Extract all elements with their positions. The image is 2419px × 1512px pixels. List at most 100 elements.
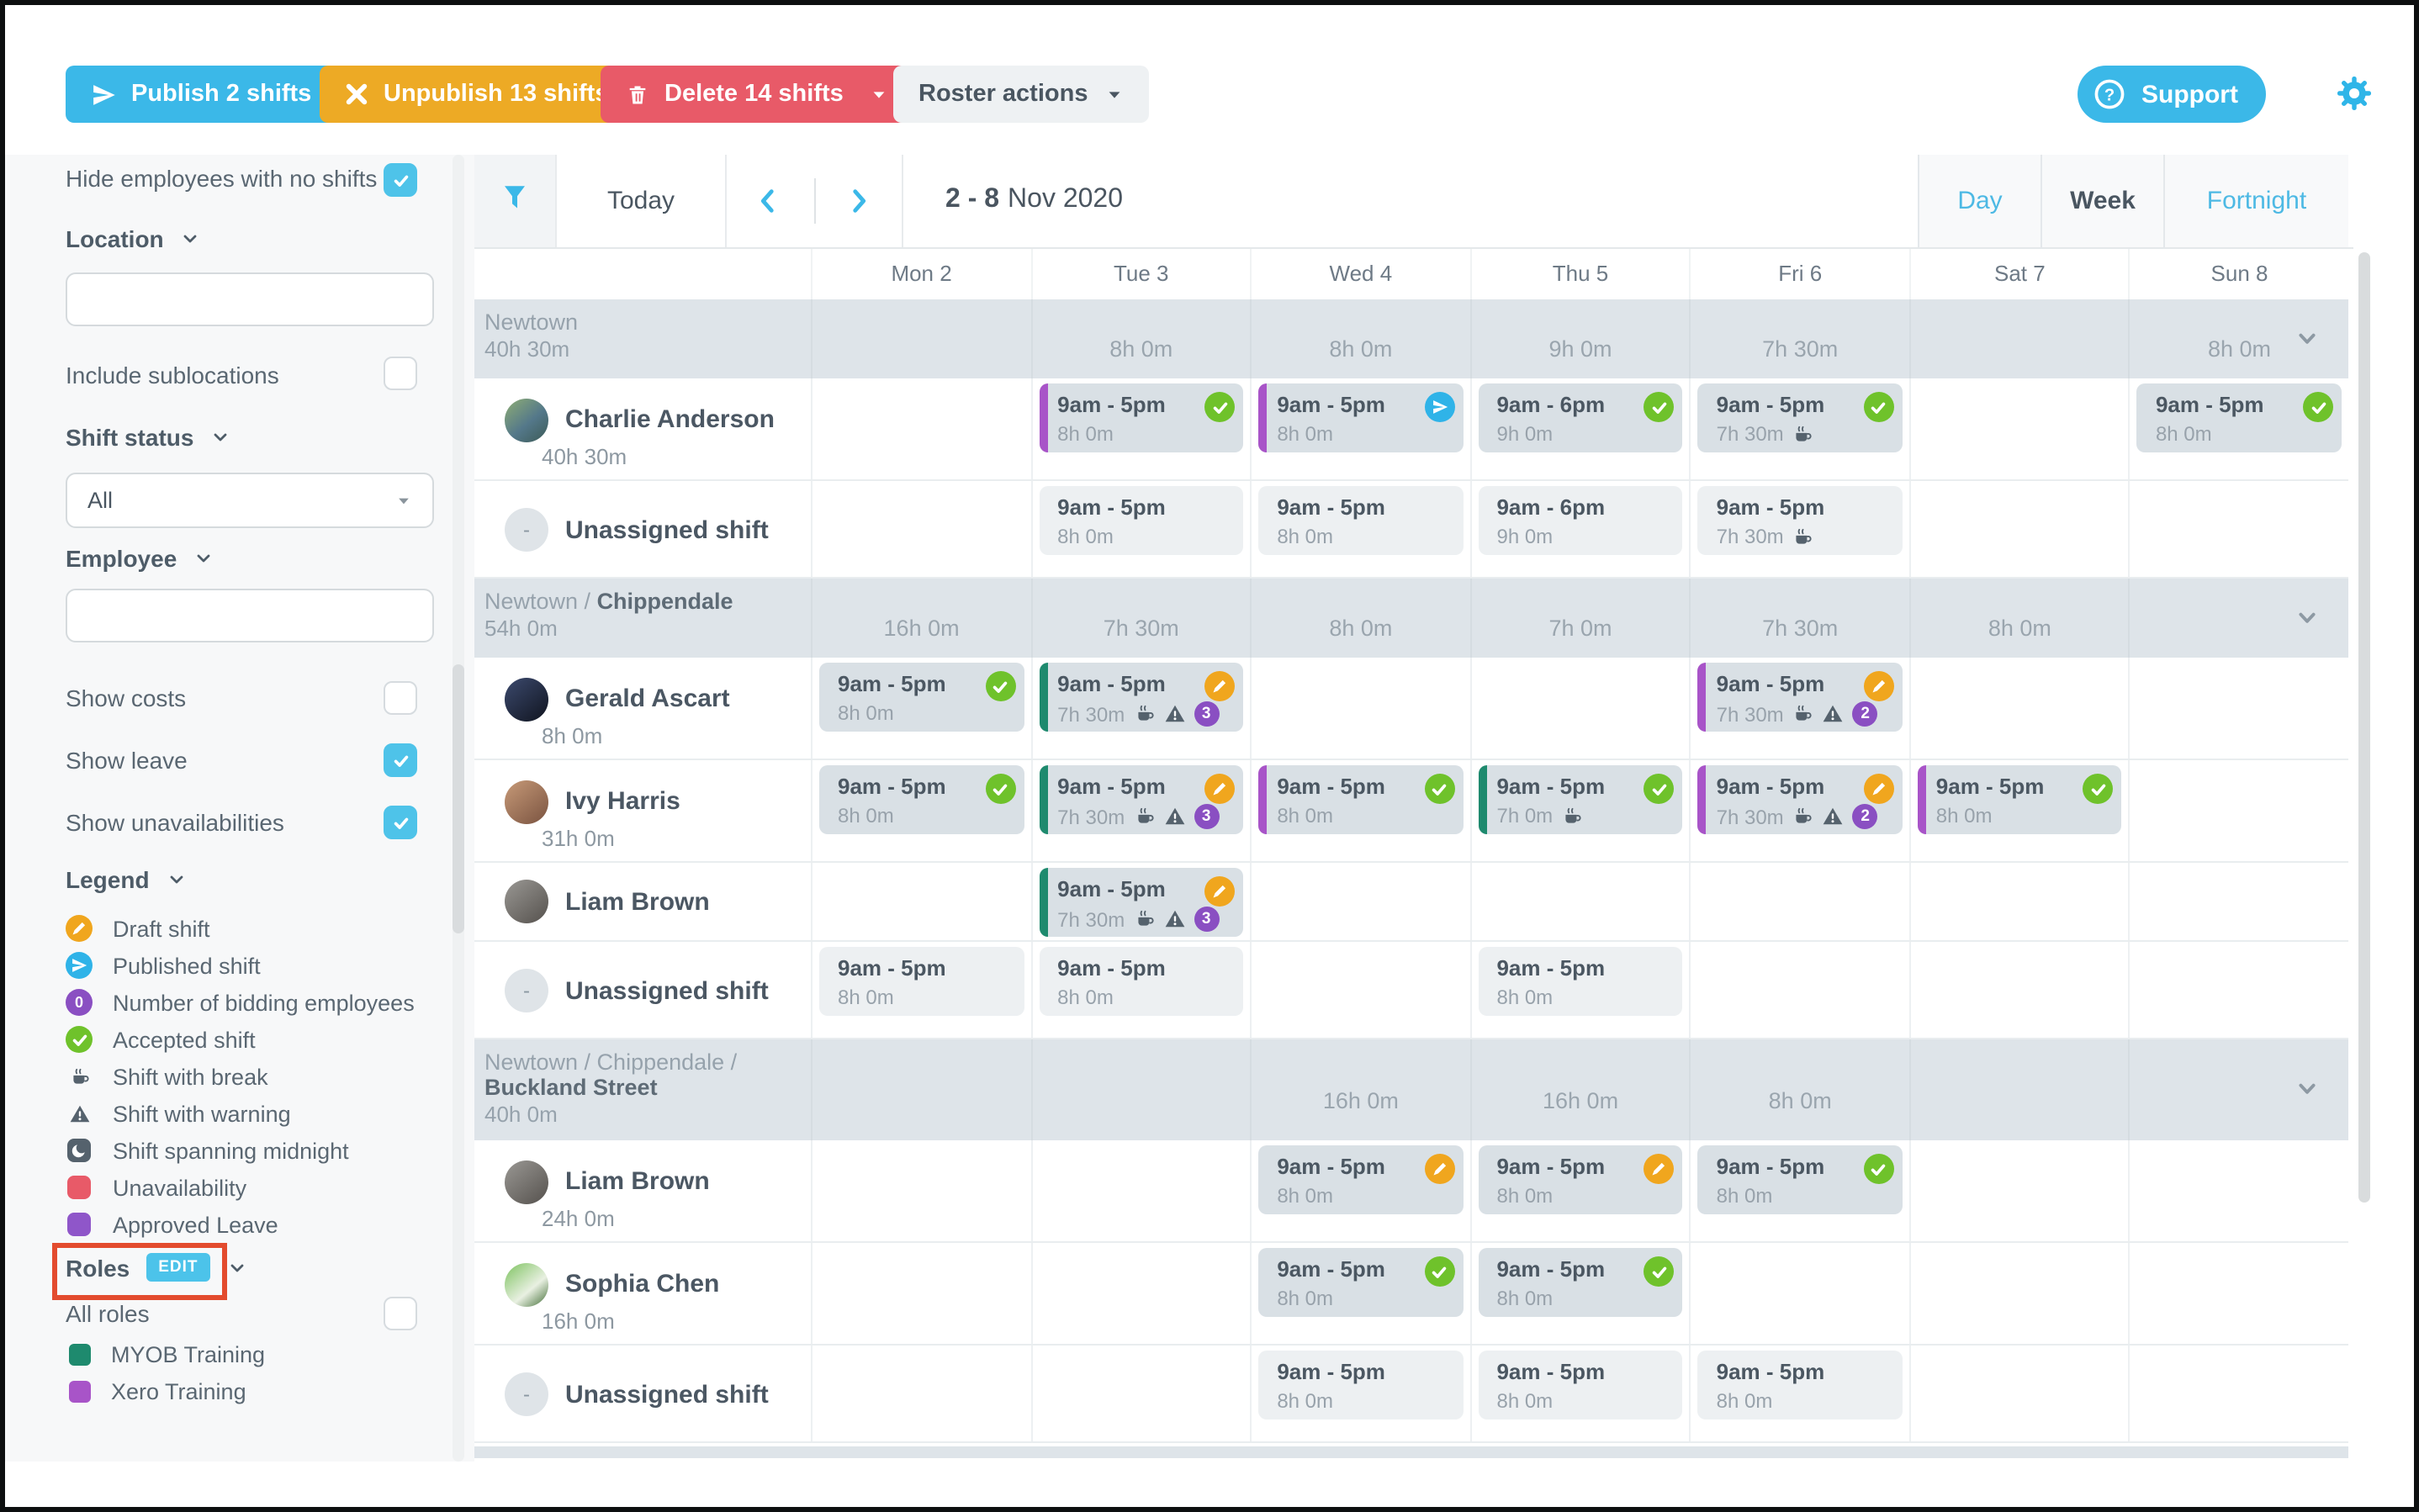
day-cell[interactable] [1908, 1345, 2129, 1441]
day-cell[interactable] [1469, 658, 1689, 759]
day-cell[interactable]: 9am - 5pm 8h 0m [1250, 1243, 1469, 1344]
shift-card[interactable]: 9am - 5pm 8h 0m [1478, 947, 1683, 1016]
roster-actions-button[interactable]: Roster actions [893, 66, 1149, 123]
day-cell[interactable]: 9am - 5pm 8h 0m [1469, 942, 1689, 1038]
chevron-left-icon[interactable] [754, 187, 782, 215]
day-cell[interactable]: 9am - 6pm 9h 0m [1469, 481, 1689, 577]
day-cell[interactable] [1250, 942, 1469, 1038]
day-cell[interactable] [2128, 942, 2348, 1038]
calendar-scrollbar-thumb[interactable] [2358, 252, 2370, 1203]
day-cell[interactable]: 9am - 5pm 8h 0m [1469, 1243, 1689, 1344]
day-cell[interactable]: 9am - 5pm 8h 0m [1250, 1345, 1469, 1441]
shift-card[interactable]: 9am - 5pm 8h 0m [1039, 486, 1244, 555]
shift-card[interactable]: 9am - 5pm 8h 0m [1258, 1351, 1464, 1419]
day-cell[interactable]: 9am - 5pm 8h 0m [811, 942, 1030, 1038]
day-cell[interactable]: 9am - 5pm 8h 0m [1250, 481, 1469, 577]
gear-icon[interactable] [2333, 72, 2375, 114]
tab-week-view[interactable]: Week [2041, 155, 2163, 247]
all-roles-checkbox[interactable] [384, 1297, 417, 1330]
employee-section-header[interactable]: Employee [66, 545, 214, 572]
day-cell[interactable] [811, 1140, 1030, 1241]
day-cell[interactable] [1908, 863, 2129, 940]
unpublish-shifts-button[interactable]: Unpublish 13 shifts [320, 66, 634, 123]
day-cell[interactable] [2128, 760, 2348, 861]
day-cell[interactable]: 9am - 5pm 8h 0m [2128, 378, 2348, 479]
shift-card[interactable]: 9am - 5pm 8h 0m [1258, 383, 1464, 452]
day-cell[interactable] [2128, 481, 2348, 577]
day-cell[interactable] [1908, 481, 2129, 577]
shift-card[interactable]: 9am - 5pm 7h 30m [1697, 486, 1903, 555]
shift-card[interactable]: 9am - 5pm 8h 0m [1258, 1145, 1464, 1214]
day-cell[interactable] [1030, 1243, 1250, 1344]
group-collapse-chevron-icon[interactable] [2296, 1078, 2321, 1103]
day-cell[interactable]: 9am - 5pm 8h 0m [811, 760, 1030, 861]
day-cell[interactable]: 9am - 5pm 7h 30m 2 [1689, 760, 1909, 861]
group-collapse-chevron-icon[interactable] [2296, 606, 2321, 632]
day-cell[interactable] [811, 1345, 1030, 1441]
support-button[interactable]: ? Support [2078, 66, 2265, 123]
day-cell[interactable] [1250, 658, 1469, 759]
day-cell[interactable] [2128, 863, 2348, 940]
day-cell[interactable]: 9am - 5pm 8h 0m [1030, 378, 1250, 479]
day-cell[interactable]: 9am - 5pm 8h 0m [1469, 1345, 1689, 1441]
shift-card[interactable]: 9am - 5pm 8h 0m [1478, 1351, 1683, 1419]
day-cell[interactable] [1250, 863, 1469, 940]
employee-input[interactable] [66, 589, 434, 642]
day-cell[interactable]: 9am - 5pm 8h 0m [1689, 1140, 1909, 1241]
day-cell[interactable]: 9am - 5pm 7h 30m 3 [1030, 658, 1250, 759]
shift-card[interactable]: 9am - 5pm 7h 30m 2 [1697, 765, 1903, 834]
day-cell[interactable]: 9am - 5pm 7h 30m 3 [1030, 863, 1250, 940]
shift-card[interactable]: 9am - 5pm 8h 0m [1258, 765, 1464, 834]
day-cell[interactable]: 9am - 5pm 7h 30m [1689, 378, 1909, 479]
day-cell[interactable]: 9am - 5pm 8h 0m [1030, 481, 1250, 577]
include-sublocations-checkbox[interactable] [384, 357, 417, 390]
location-section-header[interactable]: Location [66, 225, 201, 252]
shift-card[interactable]: 9am - 5pm 8h 0m [1478, 1145, 1683, 1214]
day-cell[interactable] [811, 863, 1030, 940]
day-cell[interactable]: 9am - 6pm 9h 0m [1469, 378, 1689, 479]
shift-card[interactable]: 9am - 5pm 8h 0m [819, 663, 1024, 732]
sidebar-scrollbar-thumb[interactable] [453, 664, 464, 933]
shift-card[interactable]: 9am - 5pm 7h 30m 3 [1039, 765, 1244, 834]
day-cell[interactable]: 9am - 5pm 8h 0m [1908, 760, 2129, 861]
shift-card[interactable]: 9am - 5pm 8h 0m [1258, 1248, 1464, 1317]
day-cell[interactable] [811, 378, 1030, 479]
shift-card[interactable]: 9am - 5pm 7h 30m 2 [1697, 663, 1903, 732]
shift-card[interactable]: 9am - 5pm 8h 0m [819, 947, 1024, 1016]
show-unavailabilities-checkbox[interactable] [384, 806, 417, 839]
sidebar-scrollbar[interactable] [453, 155, 464, 1462]
tab-fortnight-view[interactable]: Fortnight [2163, 155, 2348, 247]
day-cell[interactable] [2128, 658, 2348, 759]
roles-edit-button[interactable]: EDIT [146, 1253, 210, 1282]
day-cell[interactable] [811, 481, 1030, 577]
hide-employees-checkbox[interactable] [384, 163, 417, 197]
tab-day-view[interactable]: Day [1918, 155, 2041, 247]
show-leave-checkbox[interactable] [384, 743, 417, 777]
group-collapse-chevron-icon[interactable] [2296, 327, 2321, 352]
roles-section-header[interactable]: Roles EDIT [66, 1253, 247, 1282]
shift-card[interactable]: 9am - 5pm 8h 0m [1478, 1248, 1683, 1317]
filter-button[interactable] [474, 155, 557, 247]
day-cell[interactable] [2128, 1140, 2348, 1241]
day-cell[interactable] [1908, 942, 2129, 1038]
shift-status-section-header[interactable]: Shift status [66, 424, 230, 451]
shift-card[interactable]: 9am - 5pm 7h 0m [1478, 765, 1683, 834]
shift-status-select[interactable]: All [66, 473, 434, 528]
shift-card[interactable]: 9am - 5pm 8h 0m [1917, 765, 2122, 834]
location-input[interactable] [66, 272, 434, 326]
shift-card[interactable]: 9am - 5pm 8h 0m [819, 765, 1024, 834]
shift-card[interactable]: 9am - 5pm 7h 30m 3 [1039, 663, 1244, 732]
day-cell[interactable] [1030, 1140, 1250, 1241]
day-cell[interactable] [1908, 1243, 2129, 1344]
day-cell[interactable]: 9am - 5pm 7h 30m 3 [1030, 760, 1250, 861]
shift-card[interactable]: 9am - 5pm 8h 0m [1258, 486, 1464, 555]
show-costs-checkbox[interactable] [384, 681, 417, 715]
day-cell[interactable] [2128, 1345, 2348, 1441]
day-cell[interactable]: 9am - 5pm 8h 0m [1250, 378, 1469, 479]
day-cell[interactable]: 9am - 5pm 7h 30m [1689, 481, 1909, 577]
shift-card[interactable]: 9am - 5pm 7h 30m 3 [1039, 868, 1244, 937]
today-button[interactable]: Today [557, 155, 727, 247]
shift-card[interactable]: 9am - 5pm 8h 0m [1697, 1145, 1903, 1214]
day-cell[interactable]: 9am - 5pm 8h 0m [1469, 1140, 1689, 1241]
day-cell[interactable] [1908, 658, 2129, 759]
